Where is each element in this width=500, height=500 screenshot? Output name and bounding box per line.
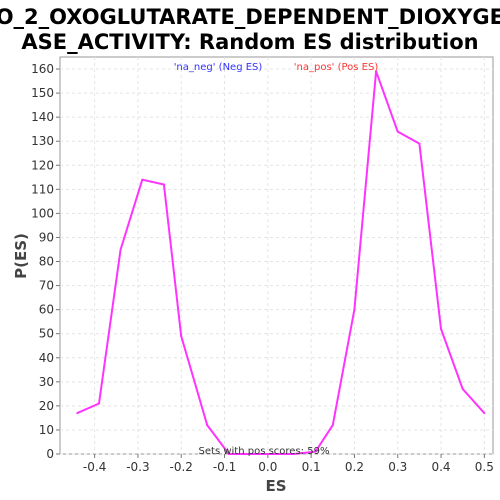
x-tick-label: 0.3 bbox=[388, 460, 407, 474]
x-tick-label: 0.2 bbox=[345, 460, 364, 474]
data-point bbox=[98, 402, 100, 405]
x-tick-label: -0.4 bbox=[83, 460, 106, 474]
data-point bbox=[119, 248, 122, 251]
y-tick-label: 10 bbox=[39, 423, 54, 437]
y-axis-title: P(ES) bbox=[12, 233, 30, 279]
y-tick-label: 30 bbox=[39, 375, 54, 389]
data-point bbox=[396, 130, 399, 133]
y-tick-label: 110 bbox=[31, 182, 54, 196]
data-point bbox=[271, 453, 274, 455]
x-tick-label: 0.1 bbox=[302, 460, 321, 474]
legend-entry-pos: 'na_pos' (Pos ES) bbox=[294, 62, 379, 73]
chart-title-line-2: ASE_ACTIVITY: Random ES distribution bbox=[21, 30, 478, 54]
y-tick-label: 20 bbox=[39, 399, 54, 413]
y-tick-label: 70 bbox=[39, 279, 54, 293]
data-point bbox=[227, 453, 230, 455]
plot-area bbox=[59, 56, 494, 455]
y-tick-label: 140 bbox=[31, 110, 54, 124]
chart-title-line-1: GO_2_OXOGLUTARATE_DEPENDENT_DIOXYGEN bbox=[0, 5, 500, 29]
legend-entry-neg: 'na_neg' (Neg ES) bbox=[174, 62, 263, 73]
x-tick-label: -0.2 bbox=[170, 460, 193, 474]
data-point bbox=[292, 453, 295, 455]
data-point bbox=[314, 450, 317, 453]
x-axis-title: ES bbox=[265, 477, 286, 495]
y-tick-label: 150 bbox=[31, 86, 54, 100]
data-point bbox=[141, 178, 144, 181]
data-point bbox=[375, 70, 378, 73]
y-tick-label: 160 bbox=[31, 62, 54, 76]
axes: 0 10 20 30 40 50 60 70 80 90 100 110 120 130 140 150 160… bbox=[31, 62, 494, 474]
x-tick-label: 0.4 bbox=[431, 460, 450, 474]
data-point bbox=[353, 308, 356, 311]
y-tick-label: 90 bbox=[39, 230, 54, 244]
pos-scores-annotation: Sets with pos scores: 59% bbox=[199, 446, 330, 457]
y-tick-label: 130 bbox=[31, 134, 54, 148]
data-point bbox=[440, 327, 442, 330]
x-tick-label: -0.1 bbox=[213, 460, 236, 474]
y-tick-label: 120 bbox=[31, 158, 54, 172]
data-point bbox=[180, 335, 183, 338]
x-tick-label: 0.0 bbox=[258, 460, 277, 474]
y-tick-label: 40 bbox=[39, 351, 54, 365]
data-point bbox=[331, 424, 334, 427]
data-point bbox=[206, 424, 209, 427]
x-tick-label: -0.3 bbox=[126, 460, 149, 474]
data-point bbox=[461, 388, 464, 390]
y-tick-label: 100 bbox=[31, 206, 54, 220]
y-tick-label: 0 bbox=[46, 447, 54, 461]
data-point bbox=[483, 412, 486, 415]
data-point bbox=[418, 142, 421, 145]
series-layer bbox=[76, 70, 486, 455]
data-point bbox=[249, 453, 252, 455]
series-line bbox=[76, 70, 486, 455]
y-tick-label: 50 bbox=[39, 327, 54, 341]
y-tick-label: 80 bbox=[39, 255, 54, 269]
data-point bbox=[76, 412, 79, 415]
data-point bbox=[162, 183, 165, 186]
y-tick-label: 60 bbox=[39, 303, 54, 317]
x-tick-label: 0.5 bbox=[475, 460, 494, 474]
